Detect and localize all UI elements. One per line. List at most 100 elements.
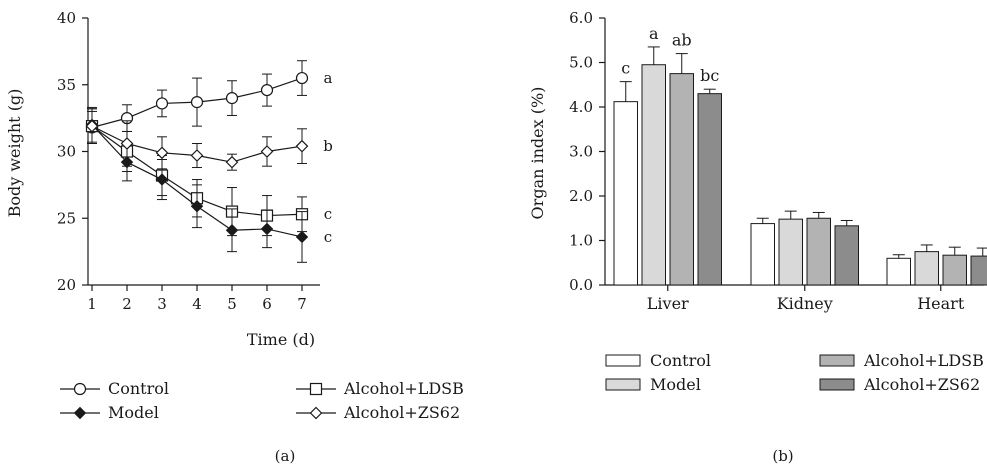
- bar: [669, 73, 694, 286]
- category-label: Kidney: [777, 294, 833, 313]
- data-point: [225, 155, 239, 169]
- data-point: [120, 137, 134, 150]
- legend-label: Alcohol+LDSB: [343, 379, 464, 398]
- data-point: [155, 146, 169, 160]
- legend-item: Alcohol+LDSB: [296, 379, 464, 398]
- y-tick-label: 2.0: [569, 187, 593, 205]
- data-point: [295, 139, 309, 153]
- bar: [970, 255, 987, 286]
- series-alcohol-zs62: [85, 108, 309, 171]
- y-tick-label: 6.0: [569, 9, 593, 27]
- data-point: [295, 230, 309, 244]
- series-control: [85, 60, 309, 144]
- x-tick-label: 5: [227, 295, 237, 313]
- legend-marker: [73, 406, 87, 420]
- category-label: Liver: [647, 294, 689, 313]
- panel-a-axes: 20 25 30 35 40 1 2 3 4 5 6 7: [57, 9, 320, 313]
- legend-item: Control: [60, 379, 169, 398]
- legend-item: Model: [605, 375, 701, 394]
- legend-swatch: [605, 378, 641, 391]
- panel-b-bars: [613, 46, 987, 286]
- significance-letter: c: [324, 228, 332, 246]
- y-tick-label: 20: [57, 276, 76, 294]
- significance-letter: bc: [700, 66, 719, 85]
- significance-letter: a: [324, 69, 333, 87]
- panel-a-letters: a cc b: [323, 69, 333, 246]
- y-tick-label: 3.0: [569, 143, 593, 161]
- panel-a-line-chart: 20 25 30 35 40 1 2 3 4 5 6 7 a cc b Body weight (g) T…: [5, 9, 464, 465]
- legend-item: Alcohol+LDSB: [819, 351, 984, 370]
- legend-item: Alcohol+ZS62: [296, 403, 460, 422]
- data-point: [295, 71, 309, 85]
- series-model: [85, 106, 309, 263]
- data-point: [260, 83, 274, 97]
- data-point: [155, 173, 169, 186]
- x-tick-label: 7: [297, 295, 307, 313]
- data-point: [260, 145, 274, 158]
- data-point: [225, 224, 239, 237]
- legend-label: Control: [650, 351, 711, 370]
- legend-swatch: [819, 354, 855, 367]
- legend-swatch: [605, 354, 641, 367]
- x-tick-label: 2: [122, 295, 132, 313]
- legend-item: Control: [605, 351, 711, 370]
- data-point: [190, 149, 204, 162]
- x-tick-label: 4: [192, 295, 202, 313]
- bar: [806, 217, 831, 286]
- significance-letter: ab: [672, 31, 692, 50]
- data-point: [190, 200, 204, 213]
- x-tick-label: 3: [157, 295, 167, 313]
- legend-label: Control: [108, 379, 169, 398]
- y-tick-label: 0.0: [569, 276, 593, 294]
- bar: [942, 254, 967, 286]
- y-tick-label: 1.0: [569, 232, 593, 250]
- y-tick-label: 40: [57, 9, 76, 27]
- panel-a-xlabel: Time (d): [247, 330, 315, 349]
- legend-item: Model: [60, 403, 159, 422]
- panel-b-legend: Control Model Alcohol+LDSB Alcohol+ZS62: [605, 351, 984, 394]
- bar: [697, 93, 722, 286]
- legend-marker: [73, 382, 87, 396]
- significance-letter: b: [323, 137, 333, 155]
- y-tick-label: 4.0: [569, 98, 593, 116]
- y-tick-label: 30: [57, 143, 76, 161]
- legend-label: Model: [108, 403, 159, 422]
- bar: [914, 251, 939, 286]
- category-label: Heart: [917, 294, 965, 313]
- legend-swatch: [819, 378, 855, 391]
- data-point: [85, 119, 99, 133]
- legend-marker: [309, 406, 323, 420]
- legend-marker: [309, 382, 323, 396]
- legend-item: Alcohol+ZS62: [819, 375, 980, 394]
- y-tick-label: 25: [57, 209, 76, 227]
- bar: [613, 101, 638, 286]
- data-point: [155, 97, 169, 110]
- panel-b-label: (b): [772, 447, 793, 465]
- legend-label: Alcohol+ZS62: [343, 403, 460, 422]
- panel-a-ylabel: Body weight (g): [5, 89, 24, 218]
- bar: [778, 218, 803, 286]
- legend-label: Alcohol+ZS62: [863, 375, 980, 394]
- significance-letter: c: [621, 59, 630, 78]
- significance-letter: c: [324, 205, 332, 223]
- panel-b-ylabel: Organ index (%): [528, 87, 547, 220]
- y-tick-label: 5.0: [569, 54, 593, 72]
- data-point: [190, 96, 204, 109]
- panel-a-legend: Control Model Alcohol+LDSB Alcohol+ZS62: [60, 379, 464, 422]
- x-tick-label: 6: [262, 295, 272, 313]
- x-tick-label: 1: [87, 295, 97, 313]
- legend-label: Alcohol+LDSB: [863, 351, 984, 370]
- bar: [750, 223, 775, 286]
- significance-letter: a: [649, 24, 659, 43]
- legend-label: Model: [650, 375, 701, 394]
- bar: [834, 225, 859, 286]
- data-point: [225, 91, 239, 105]
- panel-a-series-group: [85, 60, 309, 263]
- y-tick-label: 35: [57, 76, 76, 94]
- bar: [641, 64, 666, 286]
- data-point: [260, 222, 274, 236]
- bar: [886, 257, 911, 286]
